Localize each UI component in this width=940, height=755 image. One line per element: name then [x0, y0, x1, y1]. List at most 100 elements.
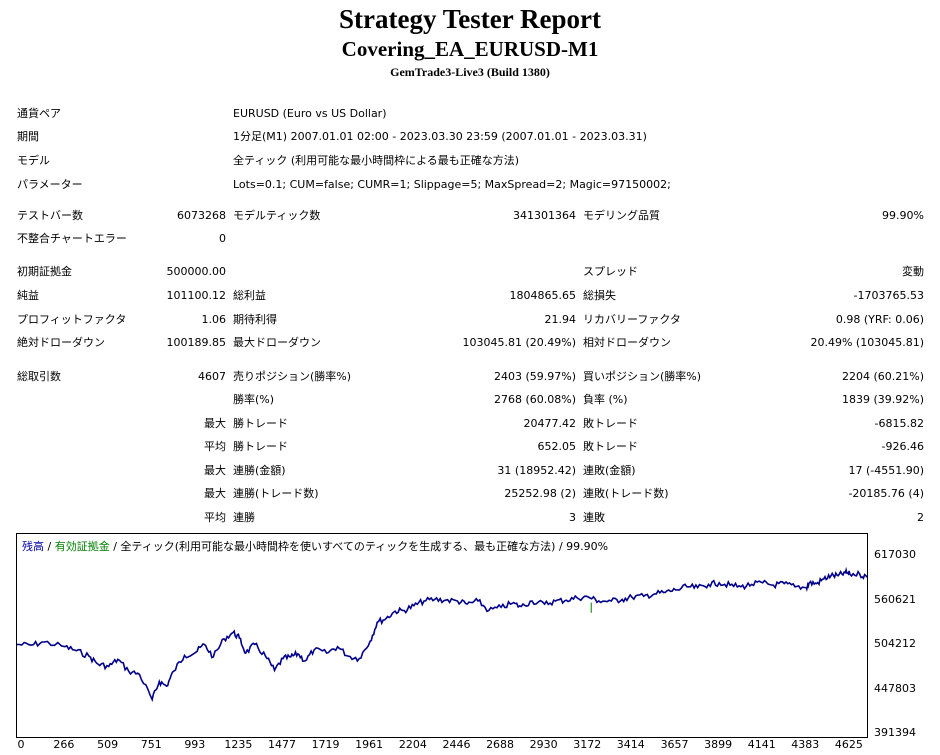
legend-balance: 残高 [22, 540, 44, 553]
x-tick-label: 2930 [529, 738, 558, 751]
max-label-2: 最大 [204, 464, 226, 477]
legend-sep-1: / [44, 540, 55, 553]
model-quality-value: 99.90% [882, 209, 924, 222]
x-tick-label: 751 [140, 738, 162, 751]
deposit-label: 初期証拠金 [17, 265, 72, 278]
avg-cons-wins-value: 3 [569, 511, 576, 524]
loss-pct-value: 1839 (39.92%) [841, 393, 924, 406]
y-tick-label: 504212 [874, 637, 916, 650]
x-tick-label: 3172 [573, 738, 602, 751]
mismatch-label: 不整合チャートエラー [17, 232, 127, 245]
max-dd-value: 103045.81 (20.49%) [462, 336, 576, 349]
pair-value: EURUSD (Euro vs US Dollar) [233, 107, 387, 120]
legend-equity: 有効証拠金 [54, 540, 110, 553]
model-label: モデル [17, 154, 50, 167]
legend-sep-3: / [555, 540, 567, 553]
gross-profit-label: 総利益 [233, 289, 266, 302]
bars-label: テストバー数 [17, 209, 83, 222]
abs-dd-value: 100189.85 [166, 336, 227, 349]
avg-cons-wins-label: 連勝 [233, 511, 255, 524]
chart-legend: 残高 / 有効証拠金 / 全ティック(利用可能な最小時間枠を使いすべてのティック… [22, 540, 608, 554]
max-label-1: 最大 [204, 417, 226, 430]
params-value: Lots=0.1; CUM=false; CUMR=1; Slippage=5;… [233, 178, 671, 191]
x-tick-label: 1477 [267, 738, 296, 751]
model-ticks-value: 341301364 [513, 209, 576, 222]
x-tick-label: 4625 [834, 738, 863, 751]
max-label-3: 最大 [204, 487, 226, 500]
cons-loss-value: -20185.76 (4) [848, 487, 924, 500]
largest-loss-label: 敗トレード [583, 417, 638, 430]
x-tick-label: 3899 [704, 738, 733, 751]
report-title: Strategy Tester Report [339, 4, 601, 34]
recovery-label: リカバリーファクタ [583, 313, 681, 326]
x-tick-label: 2446 [442, 738, 471, 751]
y-tick-label: 560621 [874, 592, 916, 606]
gross-loss-value: -1703765.53 [853, 289, 924, 302]
legend-quality: 99.90% [566, 540, 609, 553]
pair-label: 通貨ペア [17, 107, 61, 120]
largest-win-value: 20477.42 [523, 417, 577, 430]
balance-chart-svg [17, 566, 867, 703]
gross-loss-label: 総損失 [583, 289, 616, 302]
abs-dd-label: 絶対ドローダウン [17, 336, 105, 349]
deposit-value: 500000.00 [166, 265, 227, 278]
x-tick-label: 993 [184, 738, 206, 751]
largest-loss-value: -6815.82 [874, 417, 924, 430]
pf-value: 1.06 [201, 313, 227, 326]
x-tick-label: 509 [97, 738, 119, 751]
net-label: 純益 [17, 289, 39, 302]
cons-wins-amt-label: 連勝(金額) [233, 464, 286, 477]
balance-line [17, 566, 867, 703]
short-label: 売りポジション(勝率%) [233, 370, 352, 383]
pf-label: プロフィットファクタ [17, 313, 127, 326]
avg-loss-label: 敗トレード [583, 440, 638, 453]
cons-loss-label: 連敗(トレード数) [583, 487, 669, 500]
max-dd-label: 最大ドローダウン [233, 336, 321, 349]
x-tick-label: 2688 [486, 738, 515, 751]
avg-win-label: 勝トレード [233, 440, 288, 453]
loss-pct-label: 負率 (%) [583, 393, 628, 406]
win-pct-value: 2768 (60.08%) [493, 393, 576, 406]
balance-chart [16, 533, 868, 738]
avg-loss-value: -926.46 [881, 440, 924, 453]
x-tick-label: 4141 [747, 738, 776, 751]
x-tick-label: 3657 [660, 738, 689, 751]
build-info: GemTrade3-Live3 (Build 1380) [390, 65, 550, 79]
legend-sep-2: / [109, 540, 121, 553]
avg-cons-losses-label: 連敗 [583, 511, 605, 524]
x-tick-label: 3414 [616, 738, 645, 751]
bars-value: 6073268 [177, 209, 226, 222]
model-value: 全ティック (利用可能な最小時間枠による最も正確な方法) [233, 154, 520, 167]
y-tick-label: 617030 [874, 548, 916, 561]
long-value: 2204 (60.21%) [841, 370, 924, 383]
avg-label-2: 平均 [204, 511, 226, 524]
x-tick-label: 1961 [355, 738, 384, 751]
cons-wins-amt-value: 31 (18952.42) [497, 464, 576, 477]
avg-cons-losses-value: 2 [917, 511, 924, 524]
y-tick-label: 447803 [874, 681, 916, 695]
period-label: 期間 [17, 130, 39, 143]
long-label: 買いポジション(勝率%) [583, 370, 702, 383]
x-tick-label: 1719 [311, 738, 340, 751]
trades-label: 総取引数 [17, 370, 61, 383]
gross-profit-value: 1804865.65 [509, 289, 576, 302]
recovery-value: 0.98 (YRF: 0.06) [835, 313, 924, 326]
period-value: 1分足(M1) 2007.01.01 02:00 - 2023.03.30 23… [233, 130, 647, 143]
trades-value: 4607 [198, 370, 226, 383]
params-label: パラメーター [17, 178, 83, 191]
expected-label: 期待利得 [233, 313, 277, 326]
cons-losses-amt-label: 連敗(金額) [583, 464, 636, 477]
x-tick-label: 4383 [791, 738, 820, 751]
y-tick-label: 391394 [874, 726, 916, 739]
avg-win-value: 652.05 [537, 440, 577, 453]
largest-win-label: 勝トレード [233, 417, 288, 430]
cons-profit-label: 連勝(トレード数) [233, 487, 319, 500]
spread-value: 変動 [902, 265, 924, 278]
win-pct-label: 勝率(%) [233, 393, 275, 406]
x-tick-label: 1235 [224, 738, 253, 751]
model-ticks-label: モデルティック数 [233, 209, 321, 222]
x-tick-label: 266 [53, 738, 75, 751]
net-value: 101100.12 [166, 289, 227, 302]
short-value: 2403 (59.97%) [493, 370, 576, 383]
report-subtitle: Covering_EA_EURUSD-M1 [341, 37, 599, 61]
